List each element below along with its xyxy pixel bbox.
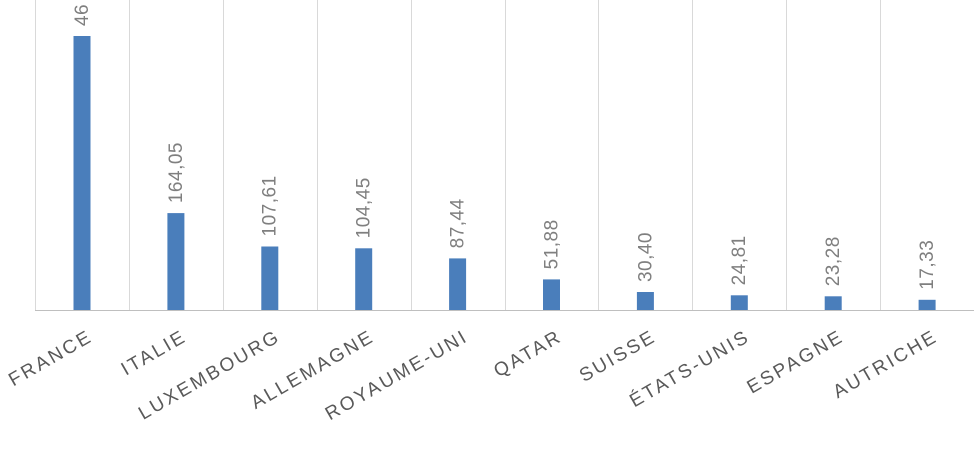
category-label: FRANCE xyxy=(5,326,96,391)
bar-états-unis xyxy=(730,295,748,310)
bar-espagne xyxy=(824,296,842,310)
bar-royaume-uni xyxy=(449,258,467,310)
data-label: 30,40 xyxy=(635,232,656,282)
bar-autriche xyxy=(918,299,936,310)
category-label: AUTRICHE xyxy=(830,326,942,403)
data-label: 87,44 xyxy=(448,198,469,248)
bar-qatar xyxy=(543,279,560,310)
data-label: 107,61 xyxy=(260,175,281,236)
data-label: 46 xyxy=(72,4,93,26)
vertical-gridlines xyxy=(35,0,881,310)
category-label: QATAR xyxy=(490,326,566,382)
bar-france xyxy=(73,36,91,310)
data-label: 104,45 xyxy=(354,177,375,238)
bar-italie xyxy=(167,213,185,310)
bars xyxy=(73,36,936,310)
data-label: 164,05 xyxy=(166,142,187,203)
data-label: 24,81 xyxy=(729,235,750,285)
bar-allemagne xyxy=(355,248,373,310)
bar-luxembourg xyxy=(261,246,279,310)
data-label: 17,33 xyxy=(917,240,938,290)
data-label: 23,28 xyxy=(823,236,844,286)
category-label: SUISSE xyxy=(576,326,660,387)
category-labels: FRANCE ITALIELUXEMBOURGALLEMAGNEROYAUME-U… xyxy=(5,326,941,425)
bar-suisse xyxy=(636,292,654,310)
data-label: 51,88 xyxy=(541,219,562,269)
category-label: ITALIE xyxy=(118,326,191,380)
data-labels: 46 164,05 107,61 104,45 87,44 51,88 30,40 24,81… xyxy=(72,4,938,290)
